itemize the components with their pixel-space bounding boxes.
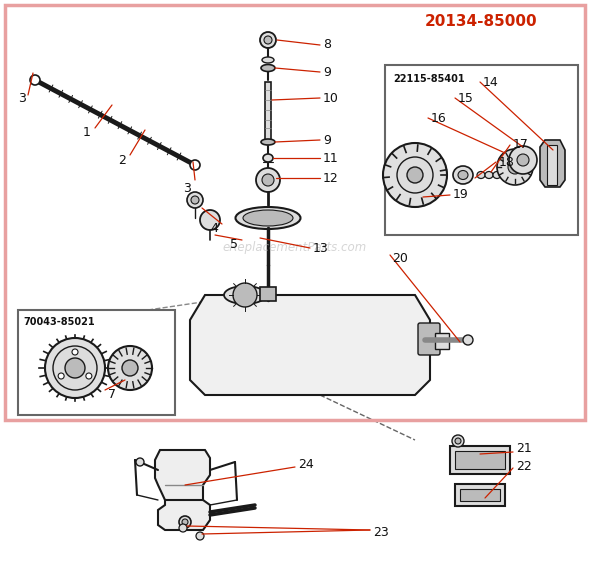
Circle shape [264,36,272,44]
Ellipse shape [261,139,275,145]
Bar [265,82,271,140]
Text: eReplacementParts.com: eReplacementParts.com [223,241,367,254]
Circle shape [497,149,533,185]
Bar [455,484,505,506]
Ellipse shape [458,171,468,179]
Text: 9: 9 [323,65,331,79]
Text: 4: 4 [210,222,218,234]
Circle shape [383,143,447,207]
Circle shape [260,32,276,48]
Circle shape [45,338,105,398]
Circle shape [136,458,144,466]
Text: 7: 7 [108,388,116,402]
Circle shape [191,196,199,204]
Ellipse shape [243,210,293,226]
Text: 2: 2 [118,154,126,167]
Text: 20134-85000: 20134-85000 [425,14,537,29]
Circle shape [517,154,529,166]
Ellipse shape [453,166,473,184]
Circle shape [72,349,78,355]
Text: 22: 22 [516,460,532,473]
Circle shape [65,358,85,378]
Polygon shape [540,140,565,187]
Text: 5: 5 [230,237,238,250]
Ellipse shape [262,57,274,63]
Text: 3: 3 [18,92,26,104]
Bar [547,145,557,185]
Ellipse shape [224,286,266,304]
FancyBboxPatch shape [418,323,440,355]
Circle shape [108,346,152,390]
FancyBboxPatch shape [18,310,175,415]
Circle shape [200,210,220,230]
Text: 17: 17 [513,139,529,151]
Circle shape [182,519,188,525]
Text: 1: 1 [83,125,91,139]
Bar [435,333,449,349]
Text: 19: 19 [453,189,468,202]
Circle shape [187,192,203,208]
Text: 15: 15 [458,92,474,104]
Text: 22115-85401: 22115-85401 [393,74,465,84]
Circle shape [463,335,473,345]
Circle shape [508,160,522,174]
Circle shape [233,283,257,307]
Circle shape [196,532,204,540]
Text: 23: 23 [373,527,389,540]
Text: 24: 24 [298,457,314,470]
Ellipse shape [477,171,485,179]
Circle shape [53,346,97,390]
Circle shape [179,524,187,532]
Circle shape [407,167,423,183]
Circle shape [509,146,537,174]
Circle shape [122,360,138,376]
Text: 20: 20 [392,252,408,265]
Bar [450,446,510,474]
FancyBboxPatch shape [385,65,578,235]
Text: 8: 8 [323,38,331,52]
Bar [455,451,505,469]
Circle shape [179,516,191,528]
Text: 21: 21 [516,442,532,456]
Text: 9: 9 [323,134,331,147]
Polygon shape [190,295,430,395]
Circle shape [256,168,280,192]
Text: 10: 10 [323,92,339,104]
Ellipse shape [235,207,300,229]
Polygon shape [155,450,210,530]
Text: 12: 12 [323,171,339,185]
Text: 11: 11 [323,151,339,164]
Circle shape [262,174,274,186]
Text: 14: 14 [483,76,499,88]
Ellipse shape [263,154,273,162]
Bar [260,287,276,301]
Circle shape [455,438,461,444]
Circle shape [397,157,433,193]
Circle shape [58,373,64,379]
Text: 18: 18 [499,155,515,168]
Circle shape [30,75,40,85]
Text: 13: 13 [313,241,329,254]
Ellipse shape [485,171,493,179]
Ellipse shape [493,171,501,179]
Text: 3: 3 [183,182,191,194]
Text: 70043-85021: 70043-85021 [23,317,94,327]
Ellipse shape [261,65,275,72]
Circle shape [190,160,200,170]
Circle shape [86,373,92,379]
Bar [460,489,500,501]
Circle shape [452,435,464,447]
Text: 16: 16 [431,112,447,124]
